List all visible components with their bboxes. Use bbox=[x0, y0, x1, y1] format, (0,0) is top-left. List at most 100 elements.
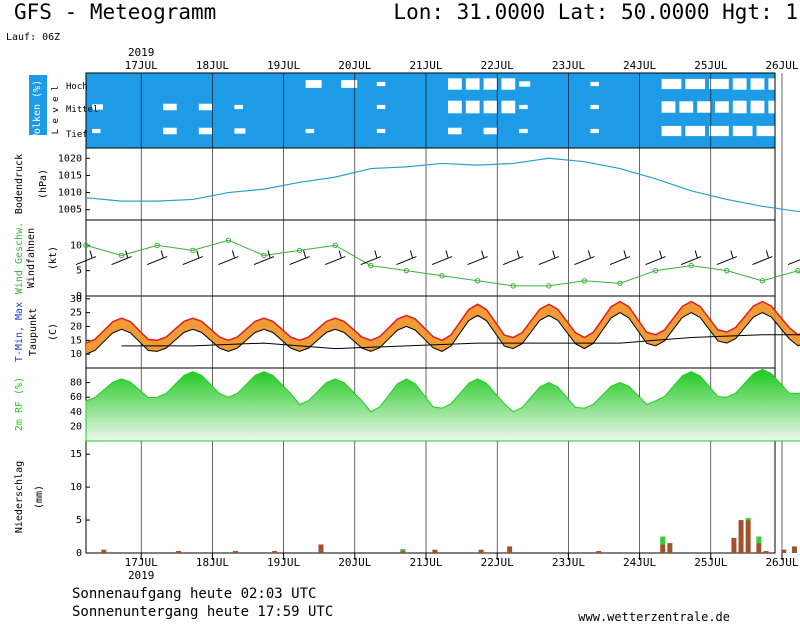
wind-vane-label: Windfahnen bbox=[26, 228, 37, 288]
cloud-block-tief bbox=[519, 128, 528, 134]
top-day-label: 21JUL bbox=[409, 59, 442, 72]
pressure-panel-frame bbox=[85, 147, 776, 221]
bottom-day-label: 25JUL bbox=[694, 556, 727, 569]
cloud-block-mittel bbox=[501, 100, 516, 114]
precip-bar bbox=[176, 551, 182, 553]
cloud-block-tief bbox=[685, 125, 706, 137]
precip-bar bbox=[596, 551, 602, 553]
pressure-label: Bodendruck bbox=[14, 154, 25, 214]
wind-barb bbox=[147, 256, 168, 265]
precip-conv-bar bbox=[400, 549, 406, 552]
cloud-block-tief bbox=[709, 125, 729, 137]
top-day-label: 24JUL bbox=[623, 59, 656, 72]
cloud-block-mittel bbox=[590, 104, 599, 110]
wind-speed-line bbox=[85, 239, 800, 287]
bottom-year-label: 2019 bbox=[128, 569, 155, 582]
wind-speed-point bbox=[652, 267, 659, 274]
cloud-block-mittel bbox=[661, 101, 676, 113]
cloud-block-hoch bbox=[750, 78, 765, 90]
cloud-block-mittel bbox=[465, 100, 480, 114]
wind-vane-label-text: Windfahnen bbox=[26, 228, 37, 288]
cloud-block-mittel bbox=[163, 103, 177, 111]
wind-axis-tick: 5 bbox=[76, 266, 82, 277]
cloud-block-mittel bbox=[697, 101, 711, 113]
wind-barb bbox=[574, 256, 595, 265]
precip-unit-text: (mm) bbox=[34, 485, 45, 509]
precip-conv-bar bbox=[756, 536, 762, 544]
wind-barb bbox=[716, 256, 737, 265]
cloud-axis-title: Wolken (%) bbox=[32, 80, 43, 140]
cloud-level-label: Hoch bbox=[66, 82, 88, 92]
cloud-block-hoch bbox=[305, 80, 322, 88]
precip-bar bbox=[318, 544, 324, 553]
wind-barb-feather bbox=[160, 250, 164, 258]
pressure-axis-tick: 1015 bbox=[58, 170, 82, 181]
wind-speed-point bbox=[439, 273, 445, 279]
bottom-day-label: 18JUL bbox=[196, 556, 229, 569]
precip-bar bbox=[101, 549, 107, 553]
precip-axis-tick: 0 bbox=[76, 548, 82, 559]
wind-axis-tick: 10 bbox=[70, 240, 82, 251]
precip-bar bbox=[731, 537, 737, 553]
wind-speed-point bbox=[368, 262, 374, 269]
cloud-block-mittel bbox=[715, 101, 729, 113]
temp-unit-text: (C) bbox=[48, 323, 59, 341]
dewpoint-label: Taupunkt bbox=[28, 308, 39, 356]
temp-axis-tick: 15 bbox=[70, 335, 82, 346]
precip-bar bbox=[478, 549, 484, 553]
wind-barb-feather bbox=[89, 250, 93, 258]
cloud-level-label: Tief bbox=[66, 130, 88, 140]
precip-bar bbox=[745, 520, 751, 553]
wind-barb bbox=[609, 256, 631, 265]
cloud-block-mittel bbox=[750, 100, 765, 114]
cloud-block-tief bbox=[92, 128, 101, 134]
temp-axis-tick: 30 bbox=[70, 294, 82, 305]
cloud-block-hoch bbox=[786, 78, 800, 90]
cloud-level-label: Mittel bbox=[66, 105, 99, 115]
credit-text: www.wetterzentrale.de bbox=[578, 610, 730, 624]
wind-speed-point bbox=[190, 247, 196, 254]
bottom-day-label: 24JUL bbox=[623, 556, 656, 569]
rh-label: 2m RF (%) bbox=[14, 377, 25, 431]
wind-speed-point bbox=[617, 280, 623, 287]
wind-speed-point bbox=[759, 278, 766, 284]
precip-label-text: Niederschlag bbox=[14, 461, 25, 533]
cloud-block-hoch bbox=[483, 78, 498, 90]
cloud-block-tief bbox=[590, 128, 599, 134]
top-day-label: 23JUL bbox=[552, 59, 585, 72]
bottom-day-label: 23JUL bbox=[552, 556, 585, 569]
wind-barb bbox=[752, 256, 773, 265]
wind-barb-feather bbox=[552, 250, 556, 258]
wind-barb bbox=[111, 256, 132, 265]
cloud-block-mittel bbox=[786, 100, 800, 114]
wind-barb-feather bbox=[303, 250, 307, 258]
top-day-label: 22JUL bbox=[481, 59, 514, 72]
precip-conv-bar bbox=[745, 518, 751, 521]
cloud-block-hoch bbox=[732, 78, 747, 90]
cloud-block-hoch bbox=[341, 80, 358, 88]
wind-barb-feather bbox=[409, 250, 413, 258]
wind-barb bbox=[396, 256, 417, 265]
wind-unit: (kt) bbox=[48, 246, 59, 270]
wind-barb bbox=[538, 256, 559, 265]
wind-speed-point bbox=[546, 283, 552, 289]
wind-barb bbox=[467, 256, 488, 265]
rh-label-text: 2m RF (%) bbox=[14, 377, 25, 431]
cloud-block-tief bbox=[780, 125, 800, 137]
wind-speed-point bbox=[510, 283, 516, 289]
wind-barb bbox=[325, 256, 346, 265]
wind-axis-tick: 0 bbox=[76, 291, 82, 302]
cloud-block-hoch bbox=[465, 78, 480, 90]
wind-barb bbox=[218, 256, 239, 265]
wind-barb-feather bbox=[730, 250, 734, 258]
temp-max-line bbox=[85, 300, 800, 344]
wind-panel-frame bbox=[85, 219, 776, 297]
cloud-axis-label: Wolken (%) bbox=[32, 80, 43, 140]
precip-axis-tick: 10 bbox=[70, 482, 82, 493]
cloud-block-mittel bbox=[679, 101, 694, 113]
cloud-block-tief bbox=[376, 128, 386, 134]
precip-label: Niederschlag bbox=[14, 461, 25, 533]
top-day-label: 25JUL bbox=[694, 59, 727, 72]
wind-barb-feather bbox=[587, 250, 591, 258]
wind-speed-point bbox=[118, 252, 125, 259]
